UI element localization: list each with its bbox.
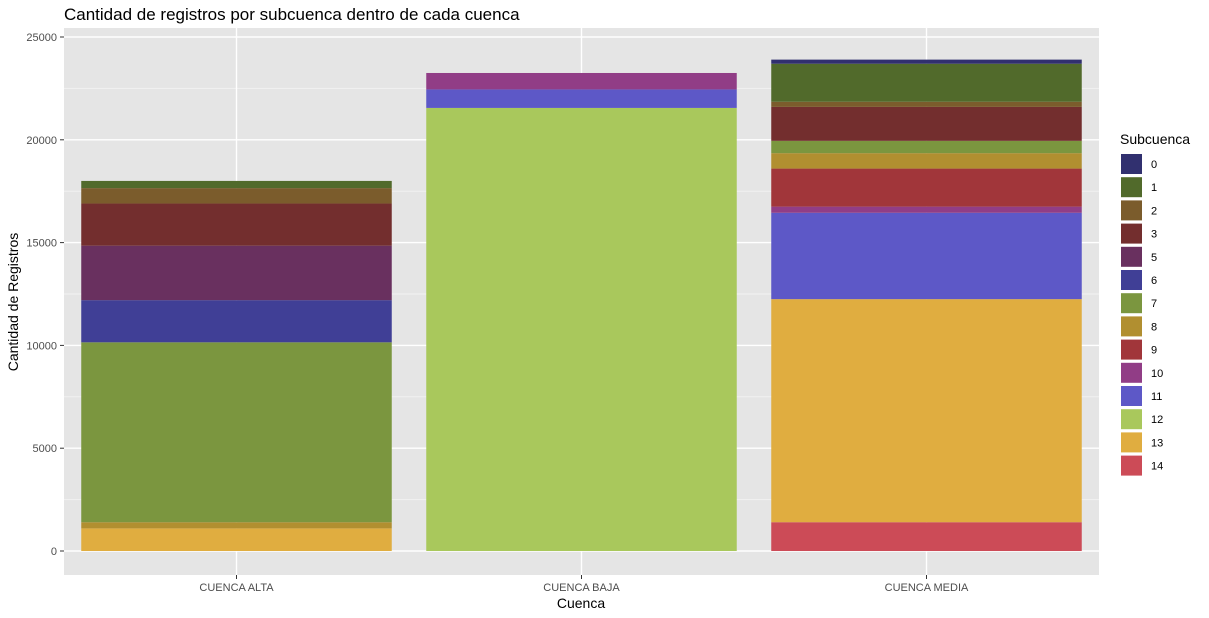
x-tick-label: CUENCA ALTA bbox=[199, 582, 274, 594]
bar-segment-cuenca-alta-subcuenca-13 bbox=[81, 528, 392, 551]
bar-segment-cuenca-baja-subcuenca-11 bbox=[426, 89, 737, 108]
legend-key-7 bbox=[1121, 293, 1142, 314]
legend-key-13 bbox=[1121, 432, 1142, 453]
legend-label-11: 11 bbox=[1151, 391, 1162, 403]
legend-key-6 bbox=[1121, 270, 1142, 290]
legend-label-9: 9 bbox=[1151, 345, 1157, 357]
bar-segment-cuenca-alta-subcuenca-7 bbox=[81, 342, 392, 523]
bar-segment-cuenca-alta-subcuenca-8 bbox=[81, 522, 392, 529]
x-tick-label: CUENCA BAJA bbox=[543, 582, 620, 594]
legend-key-11 bbox=[1121, 386, 1142, 406]
bar-segment-cuenca-media-subcuenca-1 bbox=[771, 63, 1082, 102]
bar-segment-cuenca-media-subcuenca-7 bbox=[771, 140, 1082, 154]
bar-segment-cuenca-alta-subcuenca-5 bbox=[81, 245, 392, 301]
legend-label-13: 13 bbox=[1151, 437, 1163, 449]
legend-label-6: 6 bbox=[1151, 275, 1157, 287]
bar-segment-cuenca-media-subcuenca-0 bbox=[771, 59, 1082, 64]
legend-label-0: 0 bbox=[1151, 159, 1157, 171]
legend-key-1 bbox=[1121, 177, 1142, 198]
bar-segment-cuenca-alta-subcuenca-3 bbox=[81, 203, 392, 246]
bar-segment-cuenca-media-subcuenca-13 bbox=[771, 299, 1082, 523]
bar-segment-cuenca-baja-subcuenca-10 bbox=[426, 72, 737, 90]
legend-key-3 bbox=[1121, 223, 1142, 244]
legend-key-14 bbox=[1121, 455, 1142, 476]
x-axis-title: Cuenca bbox=[557, 595, 605, 611]
bar-segment-cuenca-media-subcuenca-10 bbox=[771, 206, 1082, 213]
legend-key-12 bbox=[1121, 409, 1142, 430]
bar-segment-cuenca-alta-subcuenca-1 bbox=[81, 180, 392, 189]
legend-key-2 bbox=[1121, 200, 1142, 221]
bar-segment-cuenca-alta-subcuenca-2 bbox=[81, 188, 392, 204]
legend-key-0 bbox=[1121, 154, 1142, 174]
y-axis-ticks: 0 5000 10000 15000 20000 25000 bbox=[26, 32, 64, 558]
y-axis-title: Cantidad de Registros bbox=[5, 233, 21, 372]
legend-label-3: 3 bbox=[1151, 229, 1157, 241]
bar-segment-cuenca-media-subcuenca-9 bbox=[771, 168, 1082, 207]
legend-label-12: 12 bbox=[1151, 414, 1163, 426]
legend-label-2: 2 bbox=[1151, 205, 1157, 217]
legend-key-9 bbox=[1121, 339, 1142, 360]
legend-key-8 bbox=[1121, 316, 1142, 337]
bar-segment-cuenca-baja-subcuenca-12 bbox=[426, 107, 737, 551]
legend-label-1: 1 bbox=[1151, 182, 1157, 194]
bar-segment-cuenca-media-subcuenca-8 bbox=[771, 153, 1082, 169]
legend-label-14: 14 bbox=[1151, 461, 1163, 473]
y-tick-label: 10000 bbox=[26, 340, 57, 352]
legend-title: Subcuenca bbox=[1120, 131, 1190, 147]
bar-segment-cuenca-media-subcuenca-14 bbox=[771, 522, 1082, 551]
x-tick-label: CUENCA MEDIA bbox=[885, 582, 969, 594]
legend-label-7: 7 bbox=[1151, 298, 1157, 310]
bar-segment-cuenca-media-subcuenca-3 bbox=[771, 106, 1082, 141]
bar-segment-cuenca-media-subcuenca-2 bbox=[771, 101, 1082, 107]
legend-label-8: 8 bbox=[1151, 321, 1157, 333]
y-tick-label: 5000 bbox=[33, 443, 57, 455]
bars-layer bbox=[81, 59, 1082, 551]
y-tick-label: 15000 bbox=[26, 238, 57, 250]
legend-key-10 bbox=[1121, 362, 1142, 383]
y-tick-label: 25000 bbox=[26, 32, 57, 44]
x-axis-ticks: CUENCA ALTA CUENCA BAJA CUENCA MEDIA bbox=[199, 575, 969, 594]
legend-key-5 bbox=[1121, 246, 1142, 267]
y-tick-label: 20000 bbox=[26, 135, 57, 147]
chart-title: Cantidad de registros por subcuenca dent… bbox=[64, 5, 520, 24]
legend-label-5: 5 bbox=[1151, 252, 1157, 264]
bar-segment-cuenca-alta-subcuenca-6 bbox=[81, 300, 392, 343]
y-tick-label: 0 bbox=[51, 546, 57, 558]
legend-label-10: 10 bbox=[1151, 368, 1163, 380]
bar-segment-cuenca-media-subcuenca-11 bbox=[771, 212, 1082, 300]
